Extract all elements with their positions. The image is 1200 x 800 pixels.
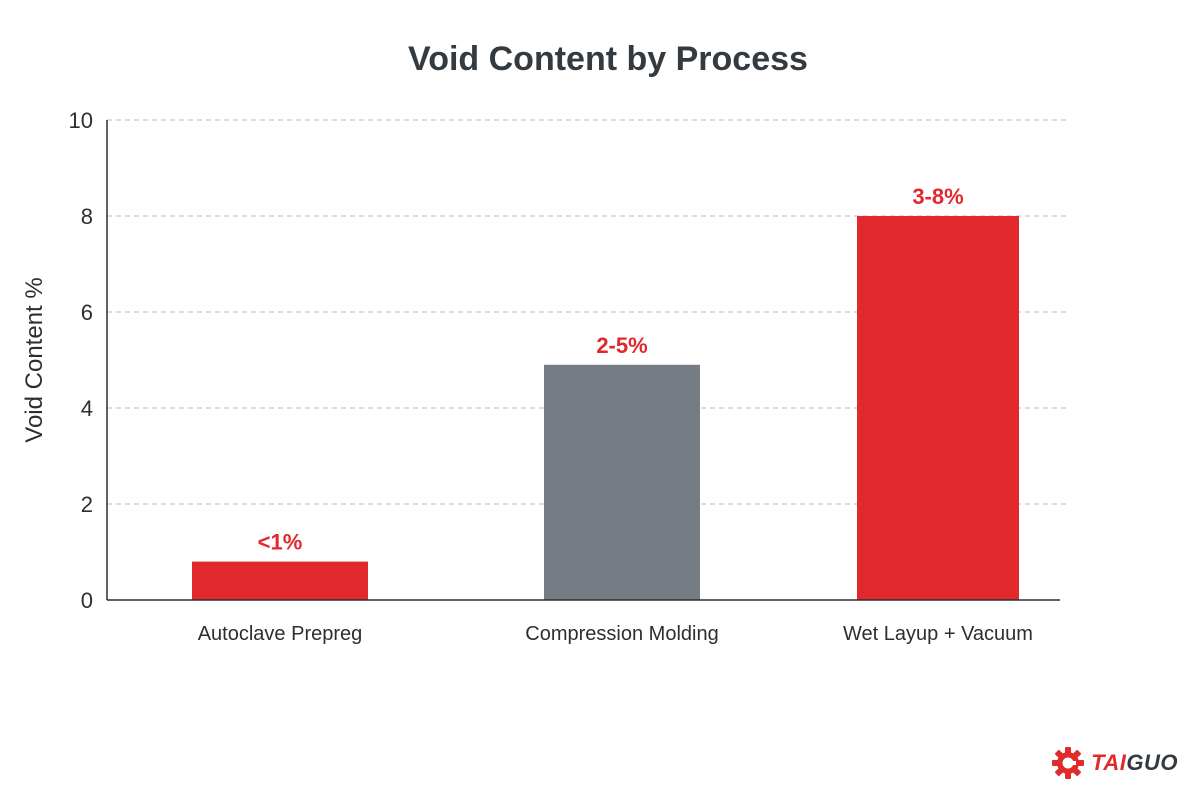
brand-logo: TAIGUO xyxy=(1051,746,1178,780)
brand-name-part2: GUO xyxy=(1126,750,1178,775)
data-label-2: 2-5% xyxy=(596,333,647,358)
y-tick-label: 4 xyxy=(81,396,93,421)
y-tick-label: 2 xyxy=(81,492,93,517)
bars xyxy=(192,216,1019,600)
x-category-label: Wet Layup + Vacuum xyxy=(843,623,1033,645)
bar-1 xyxy=(192,561,368,600)
brand-name-part1: TAI xyxy=(1091,750,1127,775)
y-tick-label: 10 xyxy=(69,108,93,133)
x-axis-categories: Autoclave Prepreg Compression Molding Wet … xyxy=(198,623,1033,645)
y-tick-label: 8 xyxy=(81,204,93,229)
data-label-3: 3-8% xyxy=(912,184,963,209)
data-label-1: <1% xyxy=(258,530,303,555)
chart-title: Void Content by Process xyxy=(408,40,808,78)
y-axis-ticks: 0 2 4 6 8 10 xyxy=(69,108,93,613)
y-tick-label: 6 xyxy=(81,300,93,325)
x-category-label: Autoclave Prepreg xyxy=(198,623,363,645)
gear-icon xyxy=(1052,747,1085,779)
bar-3 xyxy=(857,216,1019,600)
x-category-label: Compression Molding xyxy=(525,623,718,645)
data-labels: <1% 2-5% 3-8% xyxy=(258,184,964,555)
y-axis-label: Void Content % xyxy=(21,277,48,442)
y-tick-label: 0 xyxy=(81,588,93,613)
brand-name: TAIGUO xyxy=(1091,750,1178,776)
bar-2 xyxy=(544,364,700,600)
